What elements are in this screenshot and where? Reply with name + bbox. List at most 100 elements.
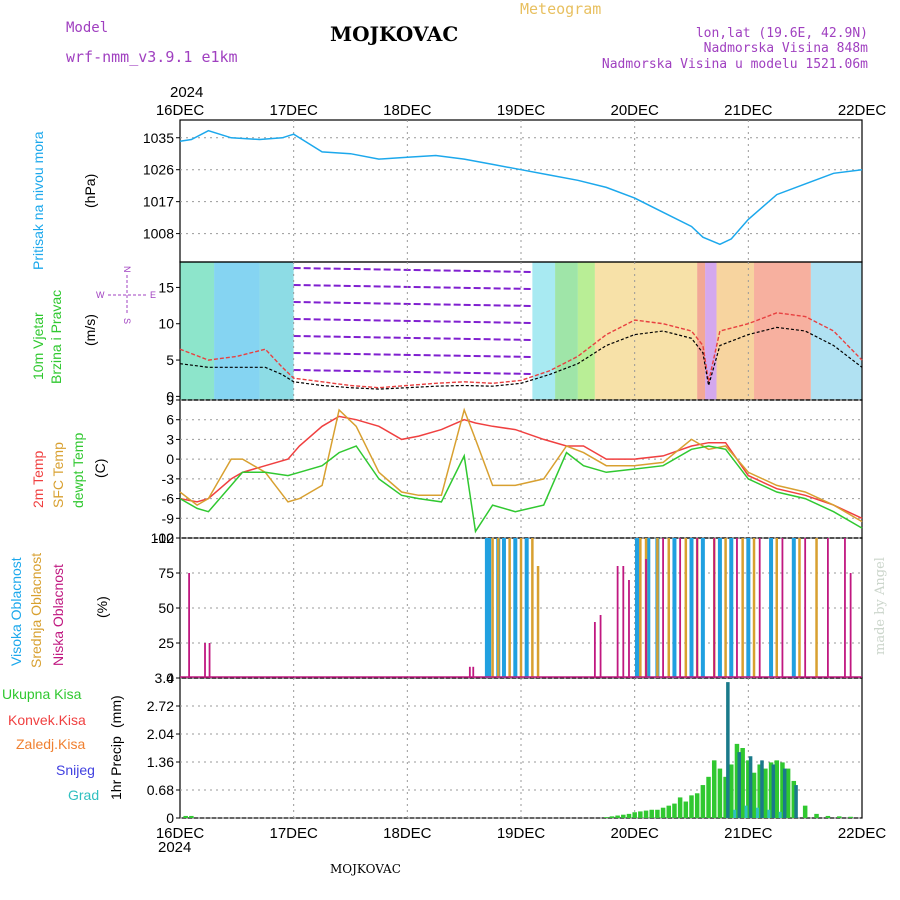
ytick-label-clouds-3: 75 bbox=[158, 565, 174, 581]
wind-field-band-3 bbox=[293, 262, 533, 400]
cloud-bar-1-1 bbox=[497, 538, 500, 678]
wind-field-band-10 bbox=[716, 262, 755, 400]
wind-field-band-1 bbox=[214, 262, 260, 400]
cloud-bar-0-15 bbox=[746, 538, 751, 678]
cloud-bar-1-15 bbox=[752, 538, 756, 678]
ytick-label-temperature-7: 9 bbox=[166, 392, 174, 408]
wind-field-band-4 bbox=[532, 262, 556, 400]
cloud-bar-2-10 bbox=[645, 559, 647, 678]
ytick-label-precip-1: 0.68 bbox=[147, 782, 174, 798]
xtick-top-6: 22DEC bbox=[838, 102, 887, 119]
precip-bar-0-5 bbox=[621, 814, 626, 818]
precip-bar-0-3 bbox=[609, 816, 615, 818]
precip-bar-0-39 bbox=[837, 816, 842, 818]
xtick-bottom-5: 21DEC bbox=[724, 825, 773, 842]
xtick-top-0: 16DEC bbox=[156, 102, 205, 119]
compass-n: N bbox=[122, 266, 132, 273]
cloud-bar-0-13 bbox=[717, 538, 722, 678]
cloud-bar-1-9 bbox=[667, 538, 671, 678]
cloud-bar-1-14 bbox=[741, 538, 744, 678]
cloud-bar-1-8 bbox=[656, 538, 659, 678]
ytick-label-pressure-3: 1035 bbox=[143, 130, 174, 146]
legend-grad: Grad bbox=[68, 787, 100, 803]
precip-bar-0-4 bbox=[615, 815, 620, 818]
wind-field-band-5 bbox=[555, 262, 578, 400]
cloud-bar-2-1 bbox=[204, 643, 206, 678]
ytick-label-wind-0: 0 bbox=[166, 388, 174, 404]
precip-bar-0-17 bbox=[689, 795, 694, 818]
precip-bar-2-2 bbox=[755, 807, 759, 818]
cloud-bar-0-11 bbox=[689, 538, 694, 678]
ytick-label-clouds-0: 0 bbox=[166, 670, 174, 686]
precip-bar-0-2 bbox=[604, 817, 609, 818]
wind-field-band-9 bbox=[705, 262, 717, 400]
cloud-bar-2-11 bbox=[662, 538, 664, 678]
precip-bar-0-8 bbox=[638, 811, 643, 818]
ytick-label-temperature-2: -6 bbox=[162, 491, 175, 507]
cloud-bar-0-17 bbox=[791, 538, 796, 678]
xtick-top-3: 19DEC bbox=[497, 102, 546, 119]
ytick-label-temperature-1: -9 bbox=[162, 510, 175, 526]
chart-kind: Meteogram bbox=[520, 0, 602, 18]
cloud-bar-0-6 bbox=[634, 538, 639, 678]
cloud-bar-2-18 bbox=[804, 538, 807, 678]
precip-bar-0-21 bbox=[711, 760, 717, 818]
precip-bar-0-32 bbox=[774, 760, 779, 818]
xtick-top-5: 21DEC bbox=[724, 102, 773, 119]
cloud-bar-1-5 bbox=[536, 566, 540, 678]
precip-bar-2-3 bbox=[767, 809, 771, 818]
precip-bar-0-30 bbox=[763, 768, 768, 818]
ytick-label-pressure-1: 1017 bbox=[143, 194, 174, 210]
cloud-bar-2-15 bbox=[736, 538, 738, 678]
precip-bar-0-7 bbox=[632, 812, 637, 818]
cloud-bar-1-4 bbox=[531, 538, 534, 678]
cloud-bar-0-16 bbox=[769, 538, 774, 678]
xtick-bottom-4: 20DEC bbox=[610, 825, 659, 842]
wind-field-band-6 bbox=[577, 262, 595, 400]
precip-bar-0-9 bbox=[643, 810, 649, 818]
precip-bar-0-14 bbox=[672, 803, 677, 818]
precip-bar-0-23 bbox=[723, 776, 728, 818]
precip-bar-0-26 bbox=[740, 748, 745, 818]
precip-bar-2-1 bbox=[744, 805, 748, 818]
legend-snijeg: Snijeg bbox=[56, 762, 95, 778]
precip-bar-0-15 bbox=[677, 797, 683, 818]
wind-arrow-field bbox=[180, 262, 862, 400]
wind-field-band-0 bbox=[180, 262, 215, 400]
ytick-label-pressure-0: 1008 bbox=[143, 226, 174, 242]
cloud-bar-0-14 bbox=[729, 538, 734, 678]
temp-sfc-line bbox=[179, 407, 863, 523]
precip-bar-0-38 bbox=[825, 815, 831, 818]
precip-bar-1-5 bbox=[782, 768, 787, 818]
ytick-label-temperature-5: 3 bbox=[166, 431, 174, 447]
pressure-line bbox=[179, 129, 863, 246]
cloud-bar-1-10 bbox=[684, 538, 688, 678]
wind-mean-line bbox=[179, 326, 863, 390]
ytick-label-wind-2: 10 bbox=[158, 316, 174, 332]
cloud-bar-2-0 bbox=[188, 573, 190, 678]
precip-bar-0-6 bbox=[626, 813, 632, 818]
xtick-top-1: 17DEC bbox=[269, 102, 318, 119]
cloud-bar-2-12 bbox=[679, 538, 682, 678]
wind-compass-icon: W E N S bbox=[96, 266, 156, 324]
precip-bar-0-27 bbox=[746, 760, 751, 818]
precip-bar-0-18 bbox=[694, 793, 700, 818]
precip-bar-0-10 bbox=[649, 809, 654, 818]
ytick-label-precip-4: 2.72 bbox=[147, 698, 174, 714]
ytick-label-wind-1: 5 bbox=[166, 352, 174, 368]
cloud-bar-0-3 bbox=[501, 538, 506, 678]
cloud-bar-2-16 bbox=[758, 538, 761, 678]
compass-s: S bbox=[122, 318, 132, 324]
cloud-bar-0-8 bbox=[646, 538, 651, 678]
elevation-label: Nadmorska Visina 848m bbox=[703, 41, 868, 56]
cloud-bar-2-4 bbox=[472, 666, 475, 678]
precip-bar-0-12 bbox=[660, 807, 666, 818]
precip-bar-0-22 bbox=[717, 768, 723, 818]
precip-bar-2-4 bbox=[778, 811, 782, 818]
cloud-bar-1-18 bbox=[815, 538, 818, 678]
page-title: MOJKOVAC bbox=[330, 22, 459, 46]
cloud-bar-0-0 bbox=[484, 538, 489, 678]
precip-bar-0-13 bbox=[666, 805, 672, 818]
xtick-top-2: 18DEC bbox=[383, 102, 432, 119]
